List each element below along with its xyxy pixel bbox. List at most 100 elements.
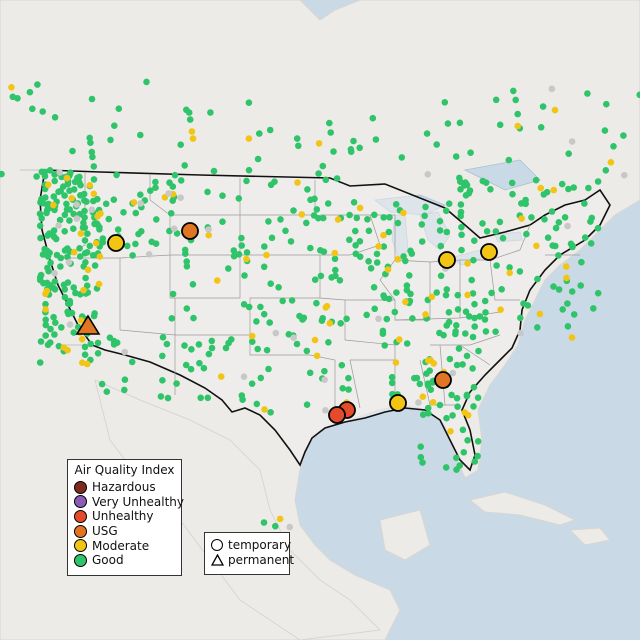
good-monitor-dot[interactable]	[261, 243, 268, 250]
good-monitor-dot[interactable]	[417, 443, 425, 451]
good-monitor-dot[interactable]	[272, 522, 279, 530]
good-monitor-dot[interactable]	[418, 238, 426, 245]
good-monitor-dot[interactable]	[33, 173, 40, 180]
good-monitor-dot[interactable]	[90, 197, 97, 205]
moderate-monitor-dot[interactable]	[86, 181, 94, 189]
good-monitor-dot[interactable]	[457, 208, 465, 216]
good-monitor-dot[interactable]	[88, 148, 96, 156]
moderate-monitor-dot[interactable]	[429, 399, 437, 406]
good-monitor-dot[interactable]	[225, 265, 232, 272]
good-monitor-dot[interactable]	[532, 176, 540, 184]
good-monitor-dot[interactable]	[391, 308, 399, 316]
good-monitor-dot[interactable]	[313, 206, 321, 213]
good-monitor-dot[interactable]	[470, 383, 478, 391]
good-monitor-dot[interactable]	[363, 311, 371, 319]
good-monitor-dot[interactable]	[89, 153, 96, 161]
good-monitor-dot[interactable]	[166, 179, 173, 186]
good-monitor-dot[interactable]	[603, 100, 610, 108]
good-monitor-dot[interactable]	[186, 116, 194, 123]
good-monitor-dot[interactable]	[90, 312, 98, 320]
good-monitor-dot[interactable]	[365, 258, 372, 265]
good-monitor-dot[interactable]	[70, 186, 78, 193]
good-monitor-dot[interactable]	[454, 306, 462, 313]
monitor-detroit[interactable]	[480, 243, 498, 261]
good-monitor-dot[interactable]	[437, 272, 445, 280]
good-monitor-dot[interactable]	[177, 141, 184, 148]
moderate-monitor-dot[interactable]	[375, 243, 382, 250]
good-monitor-dot[interactable]	[398, 154, 406, 161]
good-monitor-dot[interactable]	[51, 171, 58, 178]
good-monitor-dot[interactable]	[147, 187, 154, 194]
good-monitor-dot[interactable]	[471, 458, 479, 465]
good-monitor-dot[interactable]	[602, 167, 610, 174]
good-monitor-dot[interactable]	[207, 109, 214, 116]
good-monitor-dot[interactable]	[132, 209, 140, 217]
good-monitor-dot[interactable]	[470, 403, 477, 410]
good-monitor-dot[interactable]	[70, 210, 77, 218]
good-monitor-dot[interactable]	[537, 124, 545, 131]
good-monitor-dot[interactable]	[442, 207, 450, 215]
good-monitor-dot[interactable]	[173, 380, 180, 387]
good-monitor-dot[interactable]	[601, 127, 609, 134]
good-monitor-dot[interactable]	[105, 215, 113, 223]
good-monitor-dot[interactable]	[86, 242, 94, 250]
good-monitor-dot[interactable]	[77, 181, 84, 189]
good-monitor-dot[interactable]	[482, 328, 490, 335]
good-monitor-dot[interactable]	[245, 99, 253, 106]
no-data-monitor-dot[interactable]	[240, 373, 248, 381]
moderate-monitor-dot[interactable]	[80, 286, 87, 294]
good-monitor-dot[interactable]	[534, 275, 541, 283]
no-data-monitor-dot[interactable]	[177, 194, 184, 201]
good-monitor-dot[interactable]	[306, 369, 314, 377]
good-monitor-dot[interactable]	[219, 192, 226, 199]
good-monitor-dot[interactable]	[295, 142, 302, 150]
good-monitor-dot[interactable]	[512, 96, 519, 104]
good-monitor-dot[interactable]	[38, 168, 46, 176]
good-monitor-dot[interactable]	[350, 137, 357, 145]
good-monitor-dot[interactable]	[265, 218, 272, 225]
good-monitor-dot[interactable]	[288, 297, 296, 304]
good-monitor-dot[interactable]	[189, 281, 197, 288]
good-monitor-dot[interactable]	[419, 411, 427, 419]
good-monitor-dot[interactable]	[407, 247, 414, 255]
good-monitor-dot[interactable]	[518, 200, 525, 207]
good-monitor-dot[interactable]	[448, 391, 455, 399]
good-monitor-dot[interactable]	[474, 394, 482, 402]
good-monitor-dot[interactable]	[70, 284, 77, 291]
good-monitor-dot[interactable]	[182, 361, 190, 369]
good-monitor-dot[interactable]	[443, 414, 450, 422]
good-monitor-dot[interactable]	[243, 177, 250, 185]
good-monitor-dot[interactable]	[128, 358, 136, 366]
moderate-monitor-dot[interactable]	[322, 304, 330, 311]
good-monitor-dot[interactable]	[456, 119, 464, 127]
good-monitor-dot[interactable]	[9, 93, 17, 101]
good-monitor-dot[interactable]	[590, 305, 597, 312]
moderate-monitor-dot[interactable]	[533, 242, 540, 250]
moderate-monitor-dot[interactable]	[422, 311, 429, 318]
good-monitor-dot[interactable]	[81, 237, 89, 244]
good-monitor-dot[interactable]	[371, 305, 379, 313]
moderate-monitor-dot[interactable]	[384, 266, 392, 273]
good-monitor-dot[interactable]	[293, 340, 301, 348]
good-monitor-dot[interactable]	[347, 148, 355, 155]
good-monitor-dot[interactable]	[66, 217, 73, 224]
good-monitor-dot[interactable]	[475, 347, 482, 355]
good-monitor-dot[interactable]	[496, 121, 504, 129]
good-monitor-dot[interactable]	[187, 365, 195, 373]
good-monitor-dot[interactable]	[304, 186, 311, 193]
no-data-monitor-dot[interactable]	[165, 190, 172, 197]
good-monitor-dot[interactable]	[509, 190, 516, 198]
good-monitor-dot[interactable]	[383, 315, 391, 323]
good-monitor-dot[interactable]	[465, 313, 473, 320]
good-monitor-dot[interactable]	[279, 297, 287, 305]
no-data-monitor-dot[interactable]	[65, 259, 73, 266]
good-monitor-dot[interactable]	[168, 315, 176, 322]
good-monitor-dot[interactable]	[350, 199, 358, 206]
moderate-monitor-dot[interactable]	[8, 84, 15, 91]
good-monitor-dot[interactable]	[594, 178, 602, 185]
good-monitor-dot[interactable]	[171, 171, 179, 179]
good-monitor-dot[interactable]	[177, 177, 185, 184]
good-monitor-dot[interactable]	[322, 176, 330, 184]
monitor-atlanta[interactable]	[434, 371, 452, 389]
good-monitor-dot[interactable]	[468, 276, 476, 284]
